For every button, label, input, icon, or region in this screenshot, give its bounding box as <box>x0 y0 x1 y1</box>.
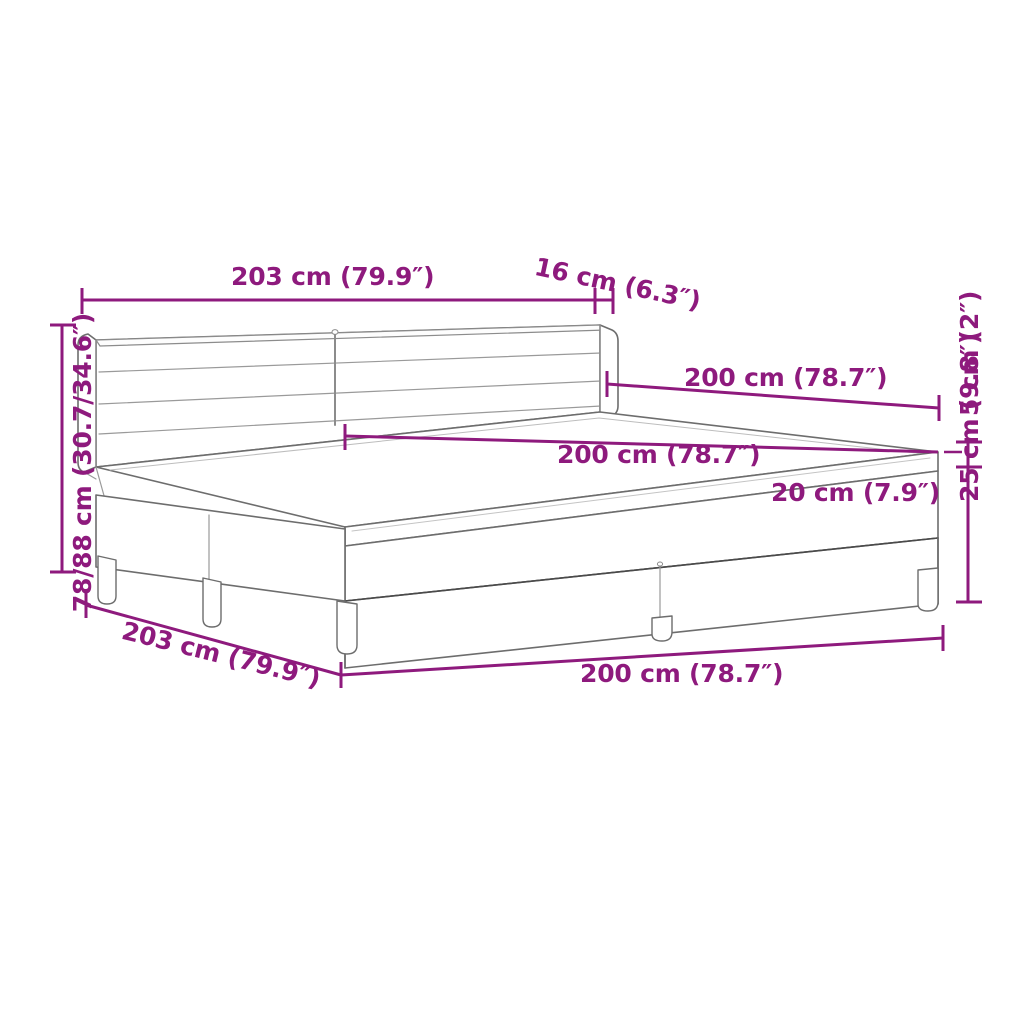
leg-mid-left <box>202 577 222 628</box>
base-front-top-edge <box>344 537 939 602</box>
dimension-lines-group <box>50 288 982 688</box>
headboard-right-wing <box>599 324 619 418</box>
dim-line-200-top <box>344 434 939 454</box>
label-headboard-width: 203 cm (79.9″) <box>231 262 435 291</box>
mattress-top-inner-seam <box>109 417 926 471</box>
dim-mattress-length-right <box>605 371 941 421</box>
leg-front-left <box>336 600 358 655</box>
label-mattress-width-top: 200 cm (78.7″) <box>557 440 761 469</box>
dim-mattress-width-top <box>343 424 939 454</box>
topper-front-seam <box>351 457 931 532</box>
label-mattress-thickness: 20 cm (7.9″) <box>771 478 940 507</box>
headboard-divider-cap <box>331 329 339 335</box>
dim-right-vertical-stack <box>956 440 982 604</box>
dim-line-200-diag <box>606 382 940 410</box>
dim-line-200-bottom <box>340 636 944 677</box>
headboard-seam-1 <box>98 352 602 373</box>
dim-line-203-bottom <box>85 603 342 677</box>
dim-headboard-width <box>80 288 597 314</box>
bed-outline-group <box>77 324 939 669</box>
leg-front-middle <box>651 615 673 642</box>
dim-base-width <box>340 625 945 677</box>
mattress-seam-cap <box>656 561 664 567</box>
dim-headboard-depth <box>595 288 615 314</box>
headboard-to-base-connector-left2 <box>83 471 97 480</box>
headboard-seam-2 <box>98 380 602 405</box>
label-total-height: 78/88 cm (30.7/34.6″) <box>68 312 98 613</box>
label-base-width: 200 cm (78.7″) <box>580 659 784 688</box>
headboard-seam-3 <box>98 405 602 435</box>
legs-group <box>97 555 939 655</box>
leg-back-left <box>97 555 117 605</box>
label-mattress-length-right: 200 cm (78.7″) <box>684 363 888 392</box>
dim-total-height <box>50 323 76 574</box>
label-base-height: 25 cm (9.8″) <box>955 333 984 502</box>
headboard <box>77 324 619 473</box>
leg-front-right <box>917 567 939 612</box>
